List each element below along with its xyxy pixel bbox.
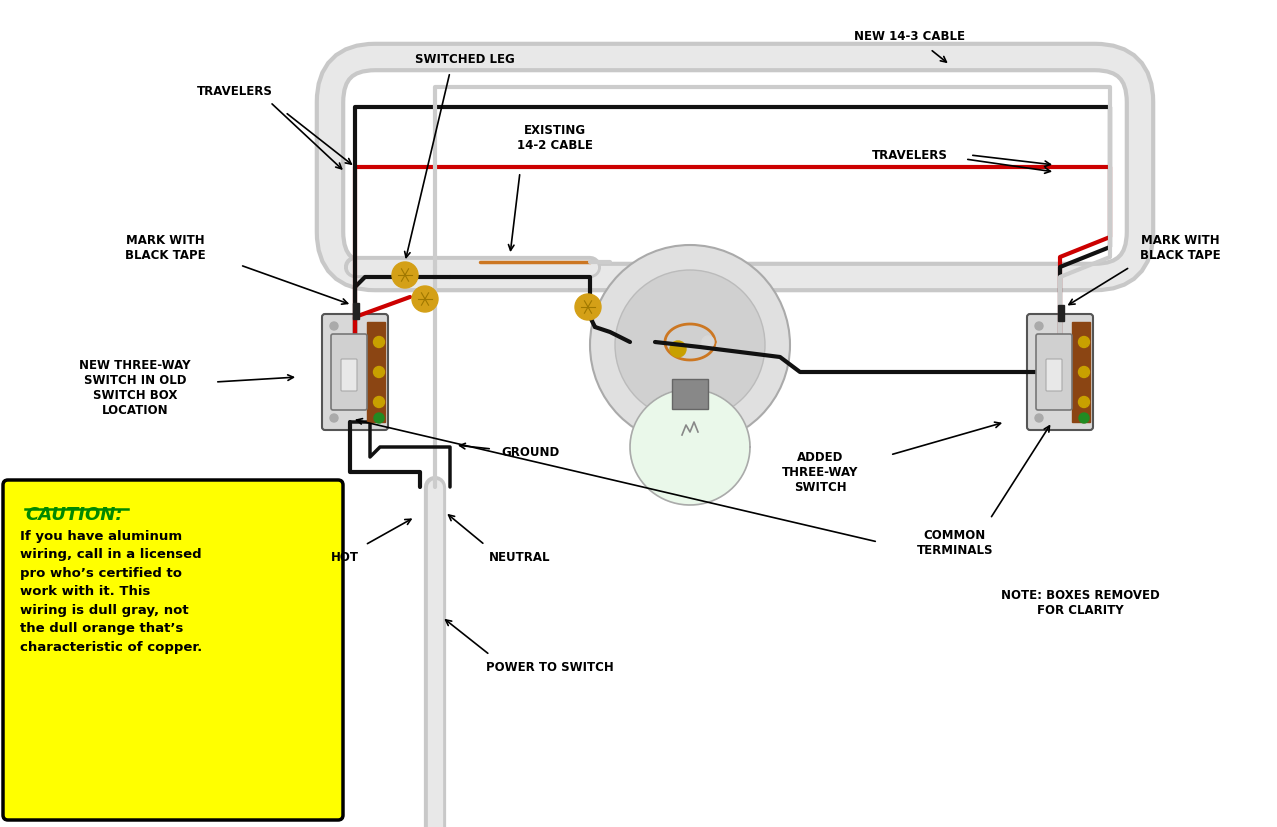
Circle shape	[616, 270, 765, 420]
Circle shape	[1079, 367, 1089, 378]
Circle shape	[702, 337, 714, 348]
Circle shape	[575, 294, 601, 321]
Circle shape	[1034, 414, 1043, 423]
Text: EXISTING
14-2 CABLE: EXISTING 14-2 CABLE	[517, 124, 593, 152]
Text: NEW 14-3 CABLE: NEW 14-3 CABLE	[854, 30, 965, 43]
Bar	[366, 323, 384, 423]
Text: NEW THREE-WAY
SWITCH IN OLD
SWITCH BOX
LOCATION: NEW THREE-WAY SWITCH IN OLD SWITCH BOX L…	[79, 359, 190, 417]
FancyBboxPatch shape	[322, 314, 388, 431]
Bar	[672, 380, 707, 409]
Text: MARK WITH
BLACK TAPE: MARK WITH BLACK TAPE	[125, 234, 206, 261]
Text: GROUND: GROUND	[501, 446, 559, 459]
Circle shape	[329, 323, 338, 331]
Text: SWITCHED LEG: SWITCHED LEG	[415, 53, 515, 66]
Circle shape	[1079, 397, 1089, 408]
Text: If you have aluminum
wiring, call in a licensed
pro who’s certified to
work with: If you have aluminum wiring, call in a l…	[20, 529, 202, 653]
Text: ADDED
THREE-WAY
SWITCH: ADDED THREE-WAY SWITCH	[782, 451, 858, 494]
FancyBboxPatch shape	[1036, 335, 1071, 410]
Circle shape	[374, 414, 384, 423]
FancyBboxPatch shape	[341, 360, 358, 391]
Text: HOT: HOT	[331, 551, 359, 564]
FancyBboxPatch shape	[3, 480, 344, 820]
FancyBboxPatch shape	[1027, 314, 1093, 431]
Circle shape	[392, 263, 418, 289]
Circle shape	[412, 287, 438, 313]
Text: COMMON
TERMINALS: COMMON TERMINALS	[917, 528, 994, 557]
Text: CAUTION:: CAUTION:	[26, 505, 123, 523]
Text: MARK WITH
BLACK TAPE: MARK WITH BLACK TAPE	[1139, 234, 1221, 261]
Circle shape	[373, 397, 384, 408]
Bar	[1071, 323, 1091, 423]
Polygon shape	[630, 390, 750, 505]
Text: NOTE: BOXES REMOVED
FOR CLARITY: NOTE: BOXES REMOVED FOR CLARITY	[1001, 588, 1160, 616]
Circle shape	[329, 414, 338, 423]
Circle shape	[670, 342, 686, 357]
Circle shape	[1034, 323, 1043, 331]
FancyBboxPatch shape	[331, 335, 366, 410]
FancyBboxPatch shape	[1046, 360, 1062, 391]
Text: POWER TO SWITCH: POWER TO SWITCH	[487, 661, 614, 674]
Bar	[1059, 306, 1064, 322]
Circle shape	[590, 246, 790, 446]
Circle shape	[1079, 337, 1089, 348]
Circle shape	[373, 337, 384, 348]
Text: TRAVELERS: TRAVELERS	[872, 150, 948, 162]
Bar	[352, 304, 359, 319]
Text: TRAVELERS: TRAVELERS	[197, 85, 273, 98]
Circle shape	[1079, 414, 1089, 423]
Text: NEUTRAL: NEUTRAL	[489, 551, 550, 564]
Circle shape	[373, 367, 384, 378]
